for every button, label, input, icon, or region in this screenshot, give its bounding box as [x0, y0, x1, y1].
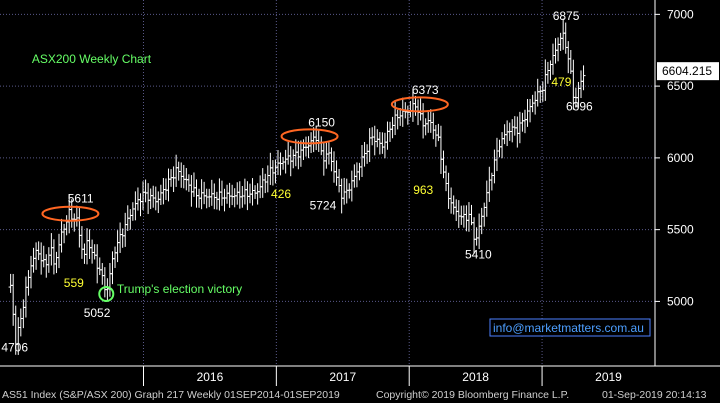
footer-bar: AS51 Index (S&P/ASX 200) Graph 217 Weekl…: [0, 387, 720, 403]
annotation-label: 6373: [412, 83, 439, 97]
footer-copyright: Copyright© 2019 Bloomberg Finance L.P.: [376, 389, 570, 401]
annotation-label: 6396: [566, 100, 593, 114]
price-axis: 5000 5500 6000 6500 7000 6604.215: [654, 0, 719, 366]
annotation-label: 5724: [310, 199, 337, 213]
annotation-label: 426: [271, 187, 291, 201]
annotation-label: 559: [64, 276, 84, 290]
last-price-box: [657, 62, 719, 81]
annotation-label: Trump's election victory: [117, 282, 242, 296]
x-tick-label: 2019: [595, 370, 622, 384]
y-tick-label: 6000: [667, 151, 694, 165]
annotation-label: 479: [551, 75, 571, 89]
highlight-ellipse: [280, 128, 339, 145]
annotation-label: 963: [413, 183, 433, 197]
election-marker: [98, 285, 115, 302]
watermark-link: info@marketmatters.com.au: [493, 321, 644, 335]
y-tick-label: 5500: [667, 223, 694, 237]
annotation-label: 6875: [553, 9, 580, 23]
footer-security-info: AS51 Index (S&P/ASX 200) Graph 217 Weekl…: [2, 389, 340, 401]
annotation-label: 4706: [1, 341, 28, 355]
x-tick-label: 2018: [462, 370, 489, 384]
asx200-weekly-chart: 6875 6373 6396 479 6150 963 426 5724 5611 5410 559…: [0, 0, 720, 386]
y-tick-label: 5000: [667, 294, 694, 308]
x-tick-label: 2016: [197, 370, 224, 384]
time-axis: 2016 2017 2018 2019: [0, 365, 720, 386]
ohlc-bars: [8, 18, 586, 355]
highlight-ellipse: [41, 205, 100, 222]
annotation-label: ASX200 Weekly Chart: [32, 52, 152, 66]
x-tick-label: 2017: [329, 370, 356, 384]
annotation-label: 5410: [465, 247, 492, 261]
y-tick-label: 6500: [667, 79, 694, 93]
highlight-ellipse: [390, 96, 449, 113]
annotation-label: 5052: [84, 306, 111, 320]
footer-timestamp: 01-Sep-2019 20:14:13: [602, 389, 707, 401]
y-tick-label: 7000: [667, 7, 694, 21]
chart-annotations: 6875 6373 6396 479 6150 963 426 5724 5611 5410 559…: [1, 9, 651, 355]
annotation-label: 6150: [308, 115, 335, 129]
annotation-label: 5611: [68, 191, 94, 205]
watermark-link-box: [489, 318, 651, 337]
last-price-label: 6604.215: [662, 64, 712, 78]
